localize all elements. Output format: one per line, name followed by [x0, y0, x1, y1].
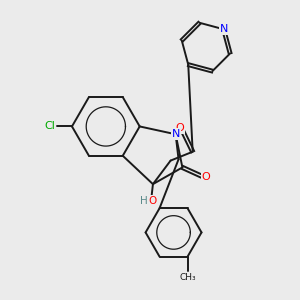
Text: O: O — [202, 172, 210, 182]
Text: O: O — [149, 196, 157, 206]
Text: O: O — [175, 123, 184, 133]
Text: N: N — [171, 129, 180, 139]
Text: N: N — [220, 24, 228, 34]
Text: H: H — [140, 196, 148, 206]
Text: CH₃: CH₃ — [179, 273, 196, 282]
Text: Cl: Cl — [44, 122, 55, 131]
